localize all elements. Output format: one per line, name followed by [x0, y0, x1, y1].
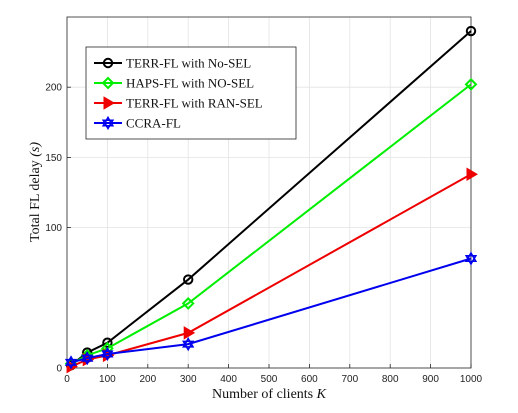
- legend-item: CCRA-FL: [94, 116, 181, 131]
- x-tick-label: 1000: [460, 374, 483, 385]
- x-tick-label: 700: [341, 374, 358, 385]
- x-tick-label: 500: [261, 374, 278, 385]
- data-point: [103, 96, 115, 110]
- series-line: [70, 257, 472, 364]
- data-point: [464, 251, 478, 266]
- data-point: [81, 351, 94, 366]
- x-tick-label: 600: [301, 374, 318, 385]
- data-point: [101, 346, 114, 362]
- x-axis-variable: K: [316, 387, 327, 402]
- x-tick-label: 900: [422, 374, 439, 385]
- legend-label: TERR-FL with RAN-SEL: [126, 96, 263, 111]
- data-point: [181, 297, 195, 310]
- x-axis-title: Number of clients K: [212, 387, 327, 402]
- y-axis-unit: (s): [28, 142, 43, 157]
- data-point: [465, 25, 477, 37]
- axis-ticks: 0 100 200 300 400 500 600 700 800 900 1000 0 100 150 2…: [45, 83, 482, 385]
- series-layer: [64, 25, 478, 374]
- x-tick-label: 0: [64, 374, 70, 385]
- x-tick-label: 400: [220, 374, 237, 385]
- x-tick-label: 200: [139, 374, 156, 385]
- series-4: [64, 251, 478, 370]
- x-tick-label: 100: [99, 374, 116, 385]
- x-axis-label: Number of clients: [212, 387, 313, 402]
- y-tick-label: 200: [45, 83, 62, 94]
- data-point: [64, 355, 78, 370]
- y-axis-title: Total FL delay (s): [28, 142, 43, 242]
- data-point: [101, 115, 115, 131]
- legend-label: TERR-FL with No-SEL: [126, 56, 251, 71]
- legend-item: TERR-FL with RAN-SEL: [94, 96, 263, 111]
- data-point: [183, 326, 196, 340]
- y-axis-label: Total FL delay: [28, 160, 43, 242]
- y-tick-label: 100: [45, 223, 62, 234]
- y-tick-label: 150: [45, 153, 62, 164]
- legend-item: HAPS-FL with NO-SEL: [94, 76, 254, 91]
- y-tick-label: 0: [56, 364, 62, 375]
- data-point: [102, 57, 114, 69]
- data-point: [183, 274, 194, 285]
- x-tick-label: 300: [180, 374, 197, 385]
- legend-label: CCRA-FL: [126, 116, 181, 131]
- legend-label: HAPS-FL with NO-SEL: [126, 76, 254, 91]
- data-point: [464, 77, 478, 91]
- legend-item: TERR-FL with No-SEL: [94, 56, 251, 71]
- data-point: [101, 76, 115, 90]
- legend: TERR-FL with No-SEL HAPS-FL with NO-SEL TE…: [85, 46, 297, 140]
- data-point: [466, 167, 478, 181]
- data-point: [182, 337, 195, 352]
- x-tick-label: 800: [382, 374, 399, 385]
